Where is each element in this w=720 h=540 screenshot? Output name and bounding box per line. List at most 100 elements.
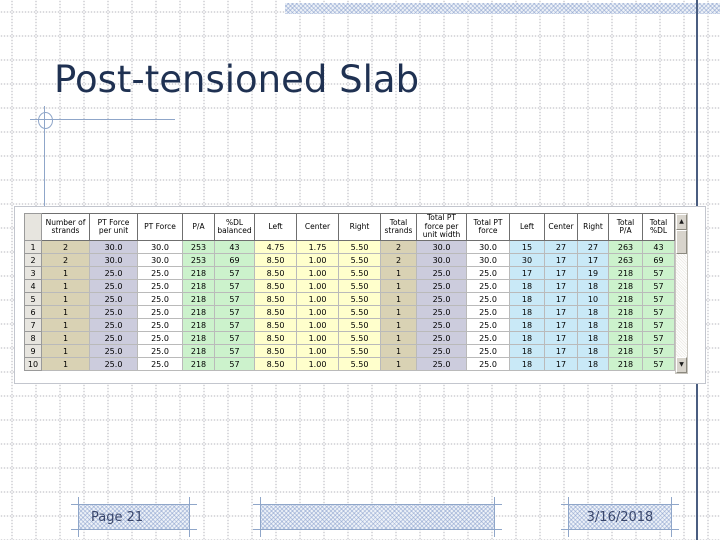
table-cell: 1 <box>380 318 417 332</box>
table-cell: 1.00 <box>296 318 339 332</box>
table-cell: 30.0 <box>137 240 183 254</box>
column-header: Total strands <box>380 213 417 241</box>
table-row: 9 1 25.0 25.0 218 57 8.50 1.00 5.50 1 25.0 25.0 18 17… <box>24 344 675 358</box>
table-cell: 18 <box>577 331 609 345</box>
column-header: Total %DL <box>642 213 675 241</box>
table-cell: 1 <box>41 318 90 332</box>
row-number: 4 <box>24 279 42 293</box>
table-cell: 30.0 <box>137 253 183 267</box>
table-cell: 57 <box>214 344 255 358</box>
column-header: Number of strands <box>41 213 90 241</box>
table-cell: 263 <box>608 253 643 267</box>
table-cell: 1.00 <box>296 266 339 280</box>
table-cell: 30.0 <box>89 253 138 267</box>
table-cell: 25.0 <box>137 266 183 280</box>
table-cell: 25.0 <box>466 357 510 371</box>
worksheet-panel: Number of strands PT Force per unit PT For… <box>14 206 706 384</box>
table-cell: 57 <box>642 331 675 345</box>
table-cell: 1 <box>41 305 90 319</box>
table-cell: 30.0 <box>466 253 510 267</box>
table-cell: 253 <box>182 240 215 254</box>
table-cell: 5.50 <box>338 266 381 280</box>
table-cell: 57 <box>642 318 675 332</box>
table-cell: 57 <box>642 357 675 371</box>
table-cell: 25.0 <box>416 357 467 371</box>
table-cell: 30 <box>509 253 545 267</box>
table-cell: 18 <box>509 305 545 319</box>
table-cell: 1 <box>41 344 90 358</box>
table-cell: 218 <box>182 279 215 293</box>
table-row: 2 2 30.0 30.0 253 69 8.50 1.00 5.50 2 30.0 30.0 30 17… <box>24 253 675 267</box>
scrollbar-thumb[interactable] <box>676 230 687 254</box>
table-cell: 27 <box>577 240 609 254</box>
table-cell: 1 <box>380 305 417 319</box>
date-label: 3/16/2018 <box>586 509 654 525</box>
table-cell: 5.50 <box>338 305 381 319</box>
table-row: 8 1 25.0 25.0 218 57 8.50 1.00 5.50 1 25.0 25.0 18 17… <box>24 331 675 345</box>
worksheet-clip: Number of strands PT Force per unit PT For… <box>24 213 699 374</box>
title-underline <box>30 119 175 120</box>
table-cell: 25.0 <box>89 279 138 293</box>
table-cell: 25.0 <box>137 279 183 293</box>
table-cell: 25.0 <box>466 344 510 358</box>
table-cell: 57 <box>214 331 255 345</box>
table-cell: 2 <box>380 253 417 267</box>
table-cell: 1 <box>41 279 90 293</box>
table-cell: 25.0 <box>89 331 138 345</box>
table-cell: 1 <box>41 331 90 345</box>
table-cell: 8.50 <box>254 292 297 306</box>
table-cell: 18 <box>577 357 609 371</box>
table-cell: 15 <box>509 240 545 254</box>
table-row: 4 1 25.0 25.0 218 57 8.50 1.00 5.50 1 25.0 25.0 18 17… <box>24 279 675 293</box>
table-cell: 5.50 <box>338 240 381 254</box>
table-cell: 17 <box>544 305 578 319</box>
table-cell: 25.0 <box>416 292 467 306</box>
column-header: Center <box>296 213 339 241</box>
table-cell: 218 <box>608 357 643 371</box>
table-cell: 1 <box>380 292 417 306</box>
table-cell: 25.0 <box>137 305 183 319</box>
table-cell: 8.50 <box>254 266 297 280</box>
table-cell: 25.0 <box>89 266 138 280</box>
table-cell: 218 <box>608 331 643 345</box>
table-cell: 69 <box>214 253 255 267</box>
table-cell: 25.0 <box>466 331 510 345</box>
table-cell: 1.00 <box>296 331 339 345</box>
table-cell: 2 <box>380 240 417 254</box>
row-number: 5 <box>24 292 42 306</box>
table-cell: 25.0 <box>416 279 467 293</box>
table-cell: 8.50 <box>254 318 297 332</box>
table-cell: 1 <box>41 357 90 371</box>
table-cell: 57 <box>642 344 675 358</box>
table-cell: 263 <box>608 240 643 254</box>
table-cell: 25.0 <box>466 266 510 280</box>
table-cell: 218 <box>182 344 215 358</box>
table-cell: 43 <box>214 240 255 254</box>
column-header: Center <box>544 213 578 241</box>
table-cell: 1 <box>380 266 417 280</box>
table-cell: 8.50 <box>254 279 297 293</box>
table-cell: 218 <box>608 344 643 358</box>
table-cell: 1.00 <box>296 357 339 371</box>
table-cell: 25.0 <box>416 266 467 280</box>
scroll-up-icon[interactable]: ▲ <box>676 214 687 230</box>
table-cell: 1.00 <box>296 292 339 306</box>
table-cell: 5.50 <box>338 292 381 306</box>
row-number: 3 <box>24 266 42 280</box>
table-cell: 30.0 <box>466 240 510 254</box>
table-cell: 57 <box>214 279 255 293</box>
scrollbar-track[interactable] <box>676 254 687 357</box>
table-cell: 17 <box>544 344 578 358</box>
table-cell: 17 <box>544 253 578 267</box>
column-header: Left <box>254 213 297 241</box>
table-cell: 57 <box>214 318 255 332</box>
column-header: P/A <box>182 213 215 241</box>
vertical-scrollbar[interactable]: ▲ ▼ <box>675 213 688 374</box>
table-cell: 25.0 <box>137 344 183 358</box>
table-cell: 57 <box>214 357 255 371</box>
table-cell: 1 <box>380 357 417 371</box>
scroll-down-icon[interactable]: ▼ <box>676 357 687 373</box>
table-cell: 1.00 <box>296 253 339 267</box>
table-cell: 57 <box>214 292 255 306</box>
